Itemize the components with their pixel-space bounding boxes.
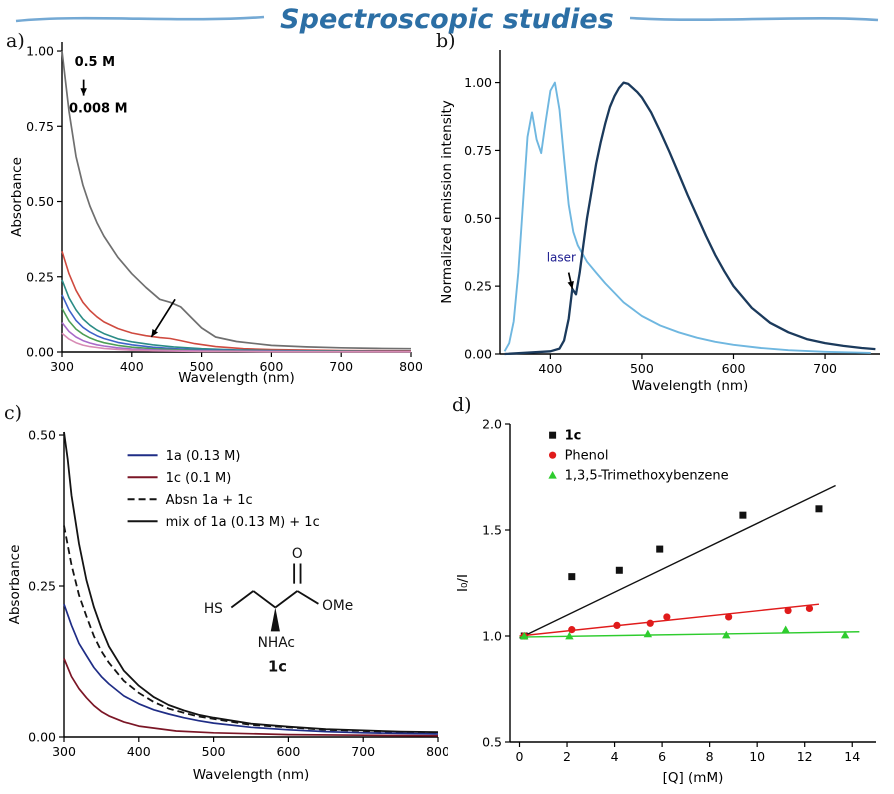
svg-text:14: 14 [844, 749, 860, 764]
panel-c-label: c) [4, 402, 23, 424]
panel-a: a) 300 400 500 600 700 800 0.00 0.25 0.50 0.75 1.0… [6, 30, 423, 390]
panel-d-label: d) [452, 394, 472, 416]
chart-c-absorbance-mixture: 300 400 500 600 700 800 0.00 0.25 0.50 Wavelength… [4, 402, 450, 787]
svg-text:0.5: 0.5 [482, 735, 502, 750]
svg-text:0: 0 [516, 749, 524, 764]
svg-text:500: 500 [630, 361, 654, 376]
chart-b-emission-spectra: 400 500 600 700 0.00 0.25 0.50 0.75 1.00 Waveleng… [436, 30, 890, 398]
bond-ch2-ch [252, 590, 276, 609]
compound-1c-label: 1c [268, 659, 287, 676]
svg-text:2: 2 [563, 749, 571, 764]
molecule-1c-structure: HS O OMe NHAc 1c [204, 546, 353, 676]
svg-text:Wavelength (nm): Wavelength (nm) [178, 370, 295, 386]
svg-text:700: 700 [329, 359, 353, 374]
svg-text:10: 10 [749, 749, 765, 764]
svg-text:1c: 1c [565, 429, 582, 444]
svg-text:6: 6 [658, 749, 666, 764]
svg-text:Absn 1a + 1c: Absn 1a + 1c [166, 493, 253, 508]
svg-text:1a (0.13 M): 1a (0.13 M) [166, 449, 241, 464]
svg-text:mix of 1a (0.13 M) + 1c: mix of 1a (0.13 M) + 1c [166, 515, 320, 530]
nhac-label: NHAc [258, 635, 295, 651]
svg-text:400: 400 [538, 361, 562, 376]
panel-a-label: a) [6, 30, 25, 52]
svg-text:1.0: 1.0 [482, 629, 502, 644]
svg-text:Absorbance: Absorbance [7, 545, 23, 625]
svg-text:1.00: 1.00 [26, 44, 54, 59]
svg-text:laser: laser [547, 251, 576, 265]
bond-ch-carbonyl [274, 590, 298, 609]
svg-text:0.75: 0.75 [464, 143, 492, 158]
svg-text:0.00: 0.00 [464, 347, 492, 362]
svg-text:Wavelength (nm): Wavelength (nm) [193, 767, 310, 783]
svg-text:1.5: 1.5 [482, 523, 502, 538]
svg-text:0.5 M: 0.5 M [75, 55, 116, 70]
svg-text:800: 800 [426, 744, 448, 759]
svg-text:600: 600 [259, 359, 283, 374]
svg-text:Phenol: Phenol [565, 449, 609, 464]
bond-carbonyl-ome [296, 590, 319, 605]
svg-text:0.50: 0.50 [26, 194, 54, 209]
chart-d-stern-volmer: 0 2 4 6 8 10 12 14 0.5 1.0 1.5 2.0 [Q] (mM) I₀/I 1c Phe… [452, 394, 890, 790]
svg-text:1c (0.1 M): 1c (0.1 M) [166, 471, 232, 486]
svg-text:4: 4 [611, 749, 619, 764]
svg-text:700: 700 [351, 744, 375, 759]
svg-text:8: 8 [706, 749, 714, 764]
svg-text:700: 700 [813, 361, 837, 376]
svg-text:Wavelength (nm): Wavelength (nm) [632, 378, 749, 394]
thiol-label: HS [204, 601, 223, 617]
svg-text:1,3,5-Trimethoxybenzene: 1,3,5-Trimethoxybenzene [565, 469, 729, 484]
panel-c: c) 300 400 500 600 700 800 0.00 0.25 0.50 Wavelen… [4, 402, 450, 787]
svg-text:400: 400 [127, 744, 151, 759]
svg-text:0.25: 0.25 [28, 579, 56, 594]
svg-text:[Q] (mM): [Q] (mM) [663, 770, 724, 786]
svg-text:800: 800 [399, 359, 422, 374]
decorative-line-right [629, 16, 878, 22]
carbonyl-oxygen-label: O [292, 546, 303, 562]
decorative-line-left [16, 15, 265, 23]
svg-text:0.00: 0.00 [26, 345, 54, 360]
svg-text:I₀/I: I₀/I [455, 574, 471, 592]
svg-text:0.008 M: 0.008 M [69, 102, 128, 117]
svg-text:Absorbance: Absorbance [9, 157, 25, 237]
bond-hs-ch2 [230, 590, 254, 609]
methoxy-label: OMe [322, 598, 353, 614]
wedge-bond-nhac [270, 607, 280, 632]
svg-text:Normalized emission intensity: Normalized emission intensity [439, 100, 455, 304]
svg-text:500: 500 [202, 744, 226, 759]
panel-b: b) 400 500 600 700 0.00 0.25 0.50 0.75 1.00 Wavel… [436, 30, 890, 398]
svg-text:0.50: 0.50 [28, 428, 56, 443]
svg-text:600: 600 [722, 361, 746, 376]
svg-text:1.00: 1.00 [464, 75, 492, 90]
svg-text:400: 400 [120, 359, 144, 374]
svg-text:300: 300 [52, 744, 76, 759]
figure-header: Spectroscopic studies [0, 0, 894, 38]
svg-text:12: 12 [797, 749, 813, 764]
svg-text:0.25: 0.25 [464, 279, 492, 294]
svg-text:0.25: 0.25 [26, 269, 54, 284]
panel-b-label: b) [436, 30, 456, 52]
svg-text:2.0: 2.0 [482, 417, 502, 432]
svg-text:600: 600 [276, 744, 300, 759]
panel-d: d) 0 2 4 6 8 10 12 14 0.5 1.0 1.5 2.0 [Q] (mM) I₀/I 1c… [452, 394, 890, 790]
chart-a-absorbance-titration: 300 400 500 600 700 800 0.00 0.25 0.50 0.75 1.00 Wa… [6, 30, 423, 390]
svg-text:0.50: 0.50 [464, 211, 492, 226]
figure-title: Spectroscopic studies [280, 3, 614, 35]
svg-text:500: 500 [190, 359, 214, 374]
svg-text:0.00: 0.00 [28, 730, 56, 745]
svg-text:0.75: 0.75 [26, 119, 54, 134]
svg-text:300: 300 [50, 359, 74, 374]
